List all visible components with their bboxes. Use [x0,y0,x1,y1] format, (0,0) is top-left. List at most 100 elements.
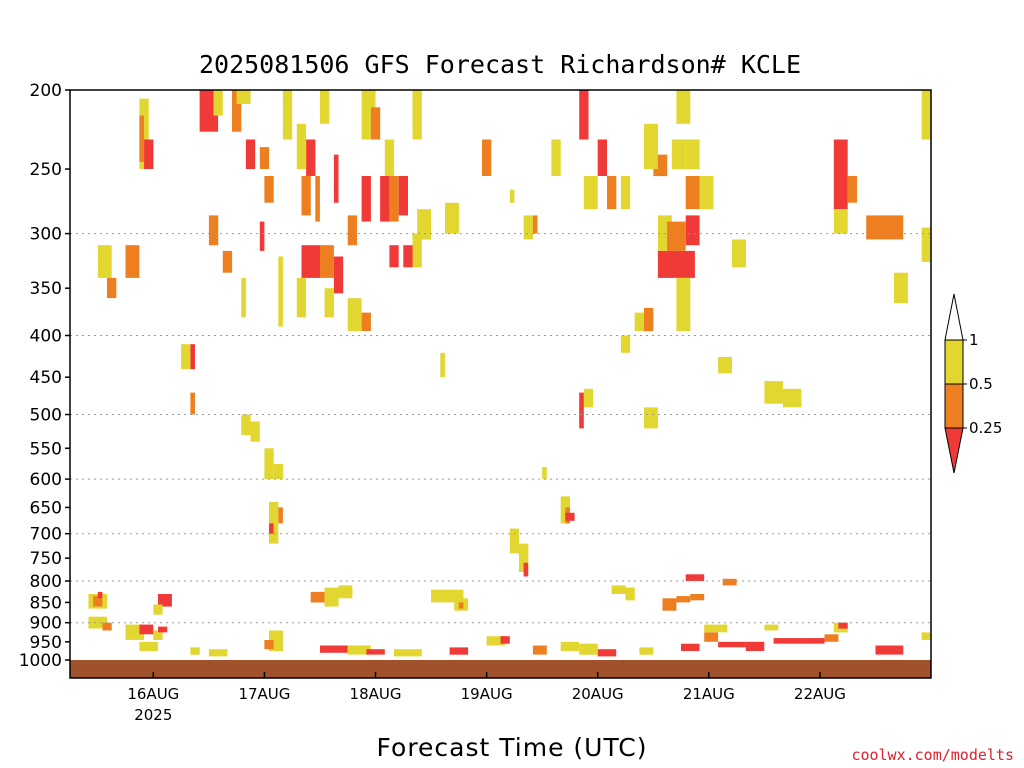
heatmap-cell [107,277,117,299]
heatmap-cell [250,421,260,442]
heatmap-cell [486,636,506,646]
heatmap-cell [232,90,242,132]
heatmap-cell [264,448,274,480]
heatmap-cell [565,512,575,521]
heatmap-cell [866,215,904,240]
heatmap-cell [551,139,561,176]
heatmap-cell [644,407,658,429]
heatmap-cell [644,307,654,332]
colorbar-under-triangle [944,427,964,474]
heatmap-cell [412,90,422,140]
surface-band [70,660,931,678]
heatmap-cell [158,594,172,607]
heatmap-cell [583,176,598,210]
heatmap-cell [801,638,825,644]
heatmap-cell [139,641,158,651]
heatmap-cell [782,388,802,408]
heatmap-cell [153,604,163,615]
y-tick-label: 700 [30,525,62,545]
heatmap-cell [685,139,700,169]
heatmap-cell [380,176,390,222]
heatmap-cell [347,298,362,332]
heatmap-cell [269,501,279,544]
heatmap-cell [523,215,533,240]
x-tick-label: 16AUG [127,685,179,703]
heatmap-cell [269,523,274,534]
heatmap-cell [671,139,686,169]
x-tick-label: 17AUG [238,685,290,703]
heatmap-cell [296,277,307,318]
heatmap-cell [676,90,691,124]
heatmap-cell [389,176,399,222]
colorbar-legend: 1 0.5 0.25 [944,293,1002,474]
heatmap-cell [607,176,617,210]
colorbar-bin [944,383,964,429]
heatmap-cell [144,139,154,169]
y-tick-label: 800 [30,572,62,592]
x-axis: 16AUG 17AUG 18AUG 19AUG 20AUG 21AUG 22AUG 2025 [127,672,846,724]
colorbar-over-triangle [944,293,964,341]
heatmap-cell [208,649,228,657]
heatmap-cell [97,245,112,278]
heatmap-cell [579,643,598,655]
heatmap-cell [125,245,140,278]
heatmap-cell [102,622,112,631]
heatmap-cell [579,392,584,429]
colorbar-label: 0.25 [969,419,1002,437]
heatmap-cell [676,277,691,331]
heatmap-cell [301,176,311,216]
heatmap-cell [320,245,334,278]
heatmap-cell [833,209,848,234]
heatmap-cell [158,626,168,633]
heatmap-cell [324,587,339,607]
heatmap-cell [875,645,904,655]
colorbar-label: 1 [969,331,979,349]
heatmap-cell [500,636,510,644]
heatmap-cell [532,645,547,655]
heatmap-cell [449,647,469,655]
heatmap-cell [190,647,200,655]
heatmap-cell [838,622,848,629]
heatmap-cell [921,632,931,640]
heatmap-cell [88,616,107,629]
heatmap-cell [847,176,857,203]
heatmap-cell [208,215,219,246]
heatmap-cell [718,641,746,648]
heatmap-cell [440,352,445,378]
heatmap-cell [389,245,399,268]
heatmap-cell [583,388,594,408]
heatmap-cell [417,209,432,240]
heatmap-cell [412,233,422,268]
credit-link[interactable]: coolwx.com/modelts [851,746,1014,764]
heatmap-cell [597,649,617,657]
heatmap-cell [921,227,931,262]
heatmap-cell [320,90,330,124]
heatmap-cell [657,250,695,278]
y-tick-label: 600 [30,470,62,490]
heatmap-cell [690,594,705,601]
y-tick-label: 300 [30,225,62,245]
heatmap-cell [259,147,270,169]
heatmap-cell [241,277,246,318]
heatmap-cell [639,647,654,655]
heatmap-cell [597,139,607,176]
y-tick-label: 750 [30,549,62,569]
heatmap-cell [153,630,163,640]
x-tick-label: 21AUG [683,685,735,703]
heatmap-cell [509,528,520,554]
y-tick-label: 250 [30,160,62,180]
heatmap-cell [732,239,746,268]
heatmap-cell [482,139,492,176]
heatmap-cell [764,381,783,404]
heatmap-cell [509,189,515,203]
heatmap-cell [139,98,149,169]
y-tick-label: 550 [30,439,62,459]
heatmap-cell [278,256,283,327]
heatmap-cell [745,641,765,651]
heatmap-cell [532,215,538,234]
heatmap-cell [542,467,547,480]
plot-frame [69,89,932,679]
heatmap-cell [264,640,274,650]
x-tick-label: 22AUG [794,685,846,703]
